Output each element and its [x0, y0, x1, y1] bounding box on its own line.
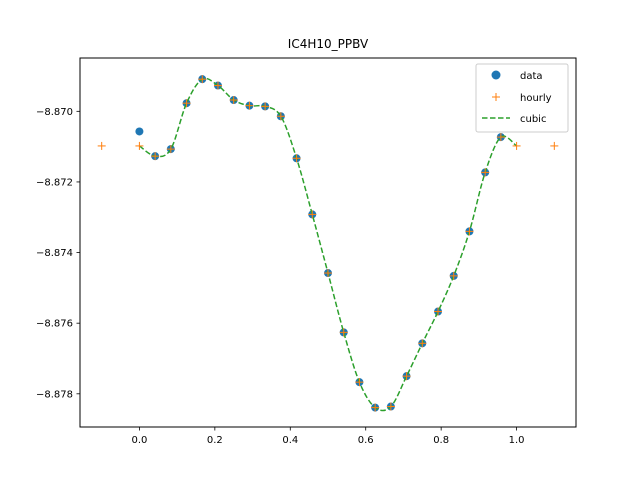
- y-tick-label: −8.876: [36, 319, 73, 330]
- legend-frame: [475, 63, 569, 133]
- legend-label-hourly: hourly: [520, 93, 552, 104]
- hourly-point: [166, 145, 175, 154]
- hourly-point: [550, 141, 559, 150]
- hourly-point: [449, 271, 458, 280]
- x-tick-label: 0.8: [433, 435, 449, 446]
- x-tick-label: 0.6: [358, 435, 374, 446]
- x-tick-label: 1.0: [509, 435, 525, 446]
- hourly-point: [292, 154, 301, 163]
- x-tick-label: 0.4: [282, 435, 298, 446]
- data-point: [135, 127, 144, 136]
- legend: data hourly cubic: [475, 63, 569, 133]
- hourly-point: [198, 75, 207, 84]
- y-tick-label: −8.874: [36, 248, 73, 259]
- hourly-point: [324, 269, 332, 278]
- x-tick-label: 0.0: [131, 435, 147, 446]
- hourly-point: [371, 403, 380, 412]
- legend-marker-hourly: [492, 93, 500, 101]
- hourly-point: [182, 99, 191, 108]
- hourly-point: [481, 168, 490, 177]
- hourly-point: [465, 227, 474, 236]
- hourly-point: [135, 141, 144, 150]
- hourly-point: [386, 402, 395, 411]
- chart-title: IC4H10_PPBV: [288, 37, 369, 51]
- hourly-point: [512, 141, 521, 150]
- hourly-point: [276, 112, 285, 121]
- hourly-point: [261, 102, 270, 111]
- hourly-point: [308, 210, 317, 219]
- axes-frame: [79, 57, 577, 428]
- hourly-point: [418, 339, 427, 348]
- legend-label-cubic: cubic: [520, 114, 546, 125]
- hourly-point: [229, 96, 238, 105]
- hourly-point: [434, 307, 443, 316]
- hourly-point: [245, 101, 254, 110]
- hourly-point: [151, 152, 160, 161]
- hourly-point: [402, 372, 411, 381]
- hourly-point: [339, 328, 348, 337]
- legend-marker-data: [491, 70, 501, 80]
- legend-label-data: data: [520, 71, 543, 82]
- hourly-point: [496, 133, 505, 142]
- y-tick-label: −8.878: [36, 389, 73, 400]
- y-tick-label: −8.870: [36, 107, 73, 118]
- y-tick-label: −8.872: [36, 177, 73, 188]
- hourly-point: [355, 378, 364, 387]
- hourly-point: [97, 141, 106, 150]
- hourly-point: [213, 81, 222, 90]
- x-tick-label: 0.2: [207, 435, 223, 446]
